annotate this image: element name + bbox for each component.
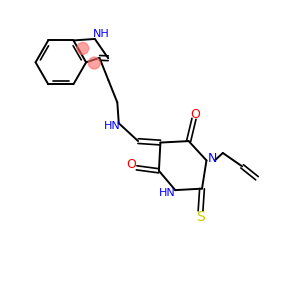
- Text: O: O: [126, 158, 136, 171]
- Circle shape: [77, 43, 89, 54]
- Text: O: O: [190, 108, 200, 121]
- Text: S: S: [196, 210, 205, 224]
- Text: N: N: [208, 152, 217, 165]
- Text: HN: HN: [159, 188, 175, 197]
- Text: NH: NH: [93, 28, 110, 39]
- Text: HN: HN: [104, 121, 121, 131]
- Circle shape: [88, 57, 100, 69]
